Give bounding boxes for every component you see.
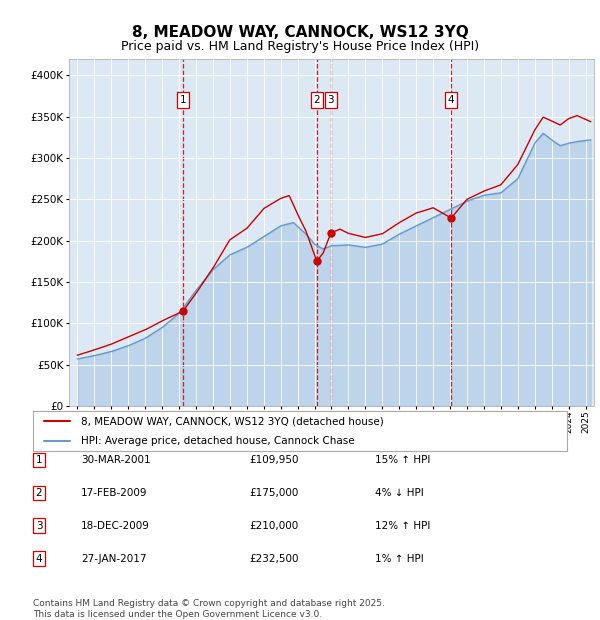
- Text: 3: 3: [35, 521, 43, 531]
- Text: 1% ↑ HPI: 1% ↑ HPI: [375, 554, 424, 564]
- Text: 3: 3: [328, 95, 334, 105]
- Text: 4% ↓ HPI: 4% ↓ HPI: [375, 488, 424, 498]
- Text: £175,000: £175,000: [249, 488, 298, 498]
- Text: 18-DEC-2009: 18-DEC-2009: [81, 521, 150, 531]
- Text: £232,500: £232,500: [249, 554, 299, 564]
- Text: 1: 1: [35, 455, 43, 465]
- Text: 2: 2: [313, 95, 320, 105]
- Text: 2: 2: [35, 488, 43, 498]
- Text: 30-MAR-2001: 30-MAR-2001: [81, 455, 151, 465]
- Text: 1: 1: [180, 95, 187, 105]
- Text: 4: 4: [448, 95, 455, 105]
- Text: £210,000: £210,000: [249, 521, 298, 531]
- Text: 27-JAN-2017: 27-JAN-2017: [81, 554, 146, 564]
- Text: 17-FEB-2009: 17-FEB-2009: [81, 488, 148, 498]
- Text: 12% ↑ HPI: 12% ↑ HPI: [375, 521, 430, 531]
- Text: 4: 4: [35, 554, 43, 564]
- Text: Price paid vs. HM Land Registry's House Price Index (HPI): Price paid vs. HM Land Registry's House …: [121, 40, 479, 53]
- Text: 8, MEADOW WAY, CANNOCK, WS12 3YQ: 8, MEADOW WAY, CANNOCK, WS12 3YQ: [131, 25, 469, 40]
- Text: 8, MEADOW WAY, CANNOCK, WS12 3YQ (detached house): 8, MEADOW WAY, CANNOCK, WS12 3YQ (detach…: [81, 416, 384, 426]
- Text: Contains HM Land Registry data © Crown copyright and database right 2025.
This d: Contains HM Land Registry data © Crown c…: [33, 600, 385, 619]
- Text: 15% ↑ HPI: 15% ↑ HPI: [375, 455, 430, 465]
- Text: HPI: Average price, detached house, Cannock Chase: HPI: Average price, detached house, Cann…: [81, 436, 355, 446]
- Text: £109,950: £109,950: [249, 455, 299, 465]
